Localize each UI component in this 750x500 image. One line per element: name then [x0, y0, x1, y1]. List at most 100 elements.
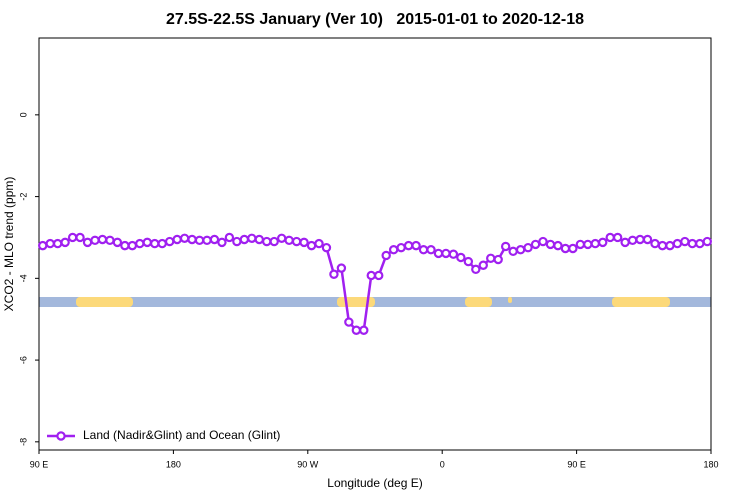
data-point: [530, 239, 541, 250]
data-point: [590, 238, 600, 249]
data-point: [142, 237, 152, 248]
data-point: [314, 238, 324, 249]
y-tick-label: 0: [18, 112, 28, 117]
data-point: [329, 269, 339, 279]
data-point: [321, 242, 332, 253]
data-point: [217, 237, 227, 248]
data-point: [97, 234, 108, 245]
data-point: [262, 236, 272, 247]
x-tick-label: 180: [166, 459, 181, 469]
data-point: [224, 232, 235, 243]
data-point: [471, 264, 481, 275]
data-point: [157, 238, 167, 249]
data-point: [583, 239, 593, 250]
data-point: [150, 238, 160, 249]
series-line: [42, 236, 708, 332]
data-point: [612, 232, 623, 243]
data-point: [500, 241, 511, 252]
data-point: [374, 270, 384, 281]
data-point: [299, 237, 309, 248]
data-point: [105, 235, 115, 246]
data-point: [60, 237, 70, 248]
y-axis-label: XCO2 - MLO trend (ppm): [2, 177, 16, 312]
data-point: [388, 245, 399, 255]
data-point: [164, 236, 175, 247]
land-band: [465, 297, 492, 307]
data-point: [598, 237, 608, 248]
data-point: [52, 238, 63, 249]
data-point: [366, 270, 376, 281]
data-point: [396, 242, 406, 253]
data-point: [284, 235, 294, 246]
data-point: [665, 240, 675, 251]
data-point: [695, 238, 705, 249]
data-point: [538, 236, 548, 247]
chart-title: 27.5S-22.5S January (Ver 10) 2015-01-01 …: [166, 11, 584, 28]
legend-marker: [56, 431, 66, 441]
data-point: [403, 240, 414, 251]
data-point: [75, 232, 85, 243]
x-tick-label: 180: [703, 459, 718, 469]
legend-label: Land (Nadir&Glint) and Ocean (Glint): [83, 428, 280, 442]
data-point: [38, 240, 48, 251]
data-point: [82, 237, 93, 248]
data-point: [336, 263, 347, 273]
data-point: [344, 317, 354, 327]
y-tick-label: -8: [18, 438, 28, 446]
y-tick-label: -4: [18, 274, 28, 282]
data-point: [247, 233, 257, 243]
data-point: [67, 232, 78, 243]
data-point: [120, 240, 130, 251]
data-point: [568, 243, 578, 254]
data-point: [179, 233, 190, 243]
data-point: [194, 235, 205, 246]
data-point: [351, 325, 362, 335]
data-point: [112, 237, 123, 248]
data-point: [478, 260, 488, 270]
data-point: [702, 236, 712, 247]
data-point: [291, 236, 302, 247]
x-tick-label: 90 E: [567, 459, 586, 469]
data-point: [657, 240, 668, 251]
land-band: [76, 297, 133, 307]
data-point: [202, 235, 212, 246]
data-point: [463, 256, 474, 267]
data-point: [433, 248, 444, 259]
data-point: [254, 234, 264, 245]
data-point: [687, 238, 698, 249]
data-point: [441, 248, 451, 259]
data-point: [627, 235, 638, 246]
data-point: [680, 236, 690, 247]
data-point: [381, 250, 391, 261]
data-point: [486, 253, 496, 264]
y-tick-label: -6: [18, 356, 28, 364]
data-point: [172, 234, 182, 245]
data-point: [635, 234, 645, 245]
x-axis-label: Longitude (deg E): [327, 476, 422, 490]
land-band: [508, 297, 512, 303]
data-point: [209, 234, 220, 245]
data-point: [515, 245, 526, 255]
data-point: [306, 240, 317, 251]
data-point: [276, 233, 287, 243]
data-point: [508, 246, 518, 257]
x-tick-label: 90 E: [30, 459, 49, 469]
data-point: [553, 240, 563, 251]
x-tick-label: 0: [440, 459, 445, 469]
data-point: [620, 237, 630, 248]
data-point: [523, 242, 533, 253]
x-tick-label: 90 W: [297, 459, 319, 469]
data-point: [187, 234, 197, 245]
data-point: [448, 249, 459, 259]
land-band: [612, 297, 670, 307]
data-point: [650, 238, 660, 249]
data-point: [359, 325, 369, 335]
data-point: [418, 245, 429, 255]
data-point: [672, 238, 683, 249]
data-point: [575, 239, 586, 250]
data-point: [135, 238, 145, 249]
data-point: [269, 236, 279, 247]
data-point: [90, 235, 100, 246]
data-point: [239, 234, 250, 245]
